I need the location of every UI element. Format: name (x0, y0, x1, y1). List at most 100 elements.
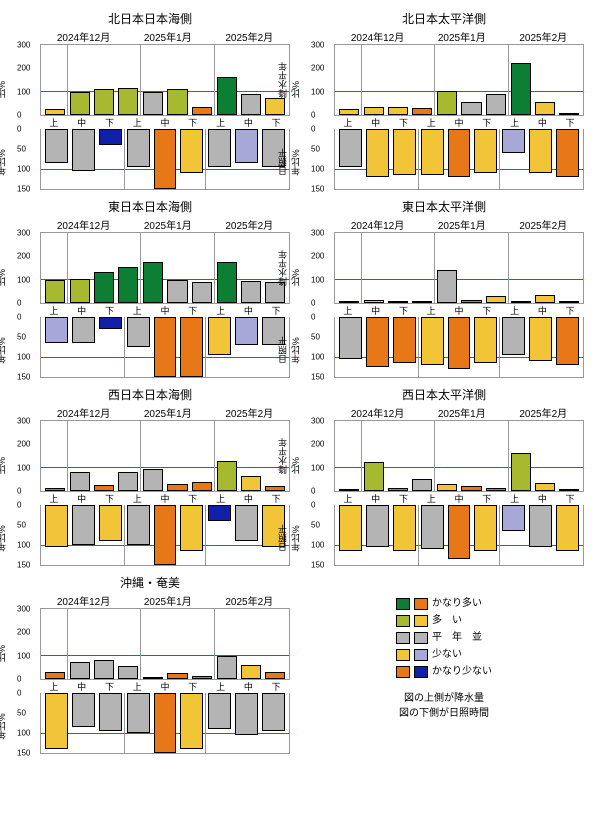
y-axis-label: 降水平年比% (276, 62, 302, 98)
bar (461, 102, 481, 115)
y-axis-label: 日照平年比% (0, 332, 8, 363)
bar (70, 662, 90, 680)
bar (486, 488, 506, 492)
bar (421, 505, 444, 549)
bar (217, 461, 237, 491)
bar (143, 262, 163, 303)
bar (339, 489, 359, 491)
bar (180, 693, 203, 749)
bar (265, 98, 285, 116)
bar (421, 129, 444, 175)
bar (118, 88, 138, 115)
bar (127, 693, 150, 733)
bar (192, 282, 212, 303)
bar (339, 317, 362, 359)
bar (45, 317, 68, 343)
bar (511, 453, 531, 492)
bar (474, 317, 497, 363)
y-axis-label: 降水平年比% (276, 250, 302, 286)
bar (45, 109, 65, 115)
bar (127, 129, 150, 167)
bar (339, 109, 359, 115)
bar (217, 77, 237, 116)
bar (94, 89, 114, 115)
bar (529, 317, 552, 361)
bar (167, 484, 187, 491)
bar (388, 301, 408, 303)
y-axis-label: 日照平年比% (0, 520, 8, 551)
bar (421, 317, 444, 365)
bar (437, 484, 457, 491)
bar (192, 676, 212, 680)
bar (192, 482, 212, 491)
y-axis-label: 日照平年比% (276, 520, 302, 551)
y-axis-label: 日照平年比% (0, 708, 8, 739)
bar (364, 300, 384, 304)
bar (208, 693, 231, 729)
bar (72, 317, 95, 343)
bar (448, 317, 471, 369)
bar (127, 317, 150, 347)
bar (70, 472, 90, 491)
bar (235, 129, 258, 163)
bar (556, 317, 579, 365)
y-axis-label: 降水平年比% (0, 626, 8, 662)
bar (94, 485, 114, 491)
bar (511, 63, 531, 116)
bar (486, 296, 506, 303)
bar (192, 107, 212, 115)
bar (448, 505, 471, 559)
bar (393, 129, 416, 175)
bar (235, 693, 258, 735)
bar (94, 272, 114, 304)
bar (118, 472, 138, 491)
bar (99, 317, 122, 329)
bar (502, 505, 525, 531)
bar (241, 94, 261, 115)
bar (339, 129, 362, 167)
bar (461, 300, 481, 303)
bar (70, 279, 90, 304)
bar (154, 693, 177, 753)
bar (529, 505, 552, 547)
bar (412, 301, 432, 303)
y-axis-label: 日照平年比% (0, 144, 8, 175)
bar (559, 301, 579, 303)
bar (180, 317, 203, 377)
bar (99, 505, 122, 541)
bar (535, 295, 555, 303)
y-axis-label: 日照平年比% (276, 332, 302, 363)
bar (99, 693, 122, 731)
y-axis-label: 降水平年比% (276, 438, 302, 474)
bar (154, 317, 177, 377)
bar (45, 280, 65, 303)
bar (511, 301, 531, 303)
bar (393, 317, 416, 363)
bar (45, 672, 65, 679)
bar (94, 660, 114, 679)
y-axis-label: 日照平年比% (276, 144, 302, 175)
bar (45, 505, 68, 547)
bar (366, 129, 389, 177)
bar (535, 483, 555, 491)
bar (502, 129, 525, 153)
bar (70, 92, 90, 115)
bar (118, 267, 138, 303)
bar (235, 505, 258, 541)
bar (559, 113, 579, 115)
bar (339, 505, 362, 551)
bar (502, 317, 525, 355)
bar (535, 102, 555, 115)
bar (241, 665, 261, 679)
bar (180, 505, 203, 551)
bar (167, 673, 187, 679)
bar (388, 488, 408, 492)
bar (364, 107, 384, 115)
bar (474, 505, 497, 551)
bar (180, 129, 203, 173)
bar (143, 677, 163, 679)
bar (118, 666, 138, 679)
bar (127, 505, 150, 545)
bar (448, 129, 471, 177)
bar (486, 94, 506, 115)
